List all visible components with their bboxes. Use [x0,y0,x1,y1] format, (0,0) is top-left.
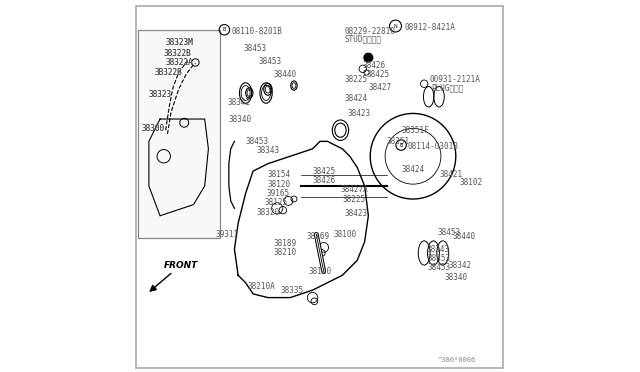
Text: 38423: 38423 [348,109,371,118]
Text: 39311: 39311 [216,230,239,239]
Text: 38343: 38343 [426,245,449,254]
Text: 38342: 38342 [449,262,472,270]
Text: PLUGプラグ: PLUGプラグ [431,83,464,92]
Text: 38351: 38351 [387,137,410,146]
Text: 08912-8421A: 08912-8421A [404,23,455,32]
Circle shape [364,53,373,62]
Text: 38421: 38421 [439,170,462,179]
Text: 38323M: 38323M [166,38,193,47]
Text: 38342: 38342 [227,98,250,107]
Text: 38322B: 38322B [164,49,191,58]
Text: 3B322B: 3B322B [154,68,182,77]
Text: 38424: 38424 [344,94,367,103]
Text: 38210A: 38210A [248,282,275,291]
Text: 38322B: 38322B [164,49,191,58]
Text: 38120: 38120 [268,180,291,189]
Text: 38453: 38453 [428,254,451,263]
FancyBboxPatch shape [138,30,220,238]
Text: ^380*0006: ^380*0006 [438,357,476,363]
Text: 38453: 38453 [246,137,269,146]
Text: B: B [223,27,226,32]
Text: 38225: 38225 [344,76,367,84]
Text: 38323: 38323 [149,90,172,99]
Text: 38426: 38426 [312,176,336,185]
Text: 38100: 38100 [333,230,356,239]
Text: 39165: 39165 [266,189,289,198]
Text: 38210: 38210 [273,248,296,257]
Text: 38340: 38340 [445,273,468,282]
Text: 38335: 38335 [281,286,304,295]
Text: 38440: 38440 [452,232,475,241]
Text: 38423: 38423 [344,209,367,218]
Text: 3B322B: 3B322B [154,68,182,77]
Text: 38425: 38425 [367,70,390,79]
Text: 38425: 38425 [312,167,336,176]
Text: 38102: 38102 [460,178,483,187]
Text: 00931-2121A: 00931-2121A [429,76,481,84]
Text: 38453: 38453 [437,228,460,237]
Text: 38322A: 38322A [166,58,193,67]
Text: 38154: 38154 [268,170,291,179]
Text: 38340: 38340 [229,115,252,124]
FancyBboxPatch shape [136,6,504,368]
Text: 38125: 38125 [264,198,287,207]
Text: 38453: 38453 [428,263,451,272]
Text: 38225: 38225 [342,195,365,203]
Text: 08114-0301B: 08114-0301B [408,142,459,151]
Text: 38140: 38140 [309,267,332,276]
Text: B: B [399,142,403,148]
Text: 38189: 38189 [273,239,296,248]
Text: 38426: 38426 [363,61,386,70]
Text: 08110-8201B: 08110-8201B [231,27,282,36]
Text: FRONT: FRONT [164,261,198,270]
Text: 08229-22810: 08229-22810 [344,27,395,36]
Text: 38323M: 38323M [166,38,193,47]
Text: 38320: 38320 [257,208,280,217]
Text: 38351F: 38351F [402,126,429,135]
Text: 38440: 38440 [273,70,296,79]
Text: STUDスタッド: STUDスタッド [344,35,381,44]
Text: 38343: 38343 [257,146,280,155]
Text: 38427A: 38427A [340,185,368,194]
Text: N: N [394,23,397,29]
Text: 38323: 38323 [149,90,172,99]
Text: 38169: 38169 [307,232,330,241]
Text: 38300: 38300 [141,124,164,133]
Text: 38453: 38453 [259,57,282,66]
Text: 38322A: 38322A [166,58,193,67]
Text: 38427: 38427 [369,83,392,92]
Text: 38300: 38300 [141,124,164,133]
Text: 38453: 38453 [244,44,267,53]
Text: 38424: 38424 [402,165,425,174]
